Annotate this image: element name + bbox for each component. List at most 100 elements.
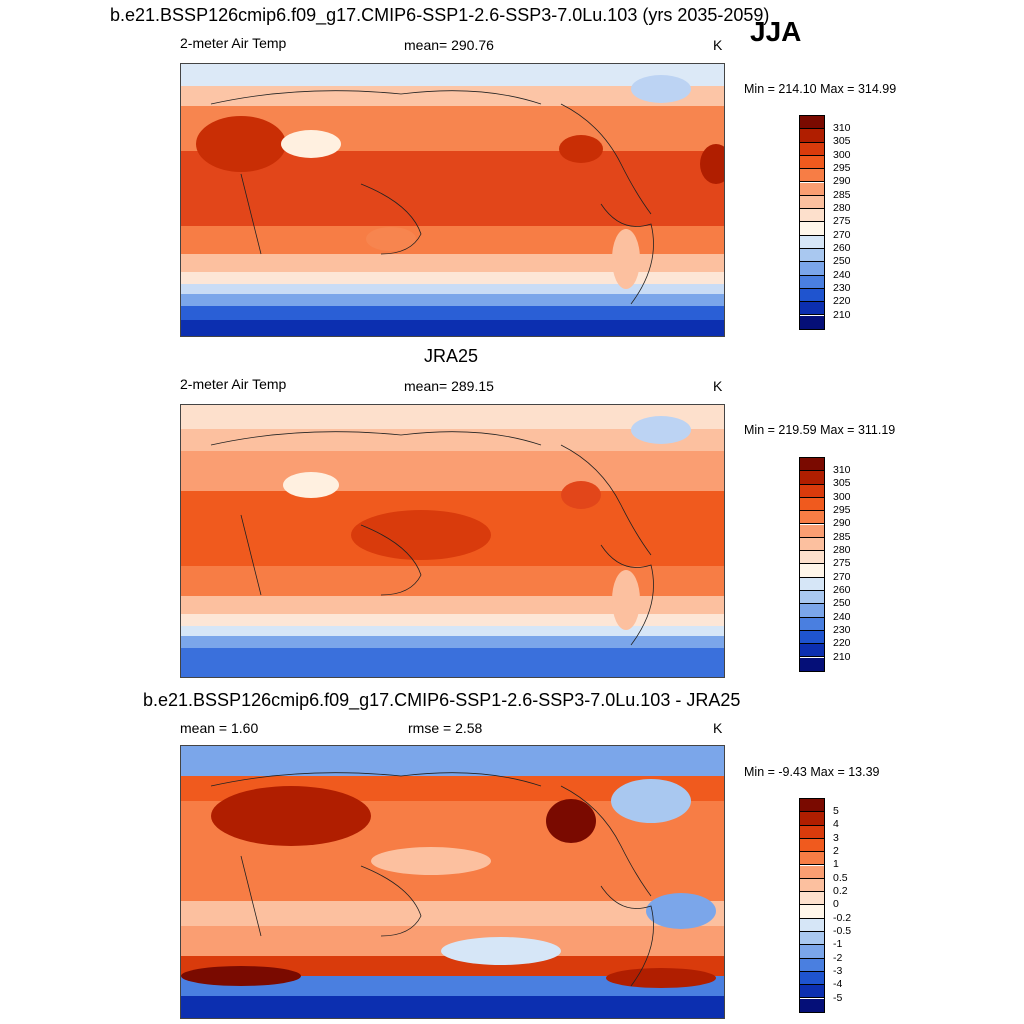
colorbar-tick: 290 xyxy=(833,175,851,187)
colorbar-segment xyxy=(800,182,824,196)
colorbar-segment xyxy=(800,537,824,552)
colorbar-segment xyxy=(800,630,824,645)
colorbar-segment xyxy=(800,852,824,866)
colorbar-tick: 5 xyxy=(833,805,839,817)
colorbar-tick: -0.5 xyxy=(833,925,852,937)
colorbar-segment xyxy=(800,892,824,906)
colorbar-tick: 210 xyxy=(833,309,851,321)
panel-title: JRA25 xyxy=(424,346,479,366)
colorbar-segment xyxy=(800,812,824,826)
colorbar-segment xyxy=(800,209,824,223)
colorbar-tick: 230 xyxy=(833,624,851,636)
colorbar-segment xyxy=(800,275,824,289)
colorbar-tick: -1 xyxy=(833,938,843,950)
colorbar-segment xyxy=(800,302,824,316)
colorbar-segment xyxy=(800,932,824,946)
minmax-label: Min = 219.59 Max = 311.19 xyxy=(744,423,896,437)
colorbar-segment xyxy=(800,878,824,893)
colorbar-segment xyxy=(800,551,824,565)
colorbar-segment xyxy=(800,484,824,498)
colorbar-tick: -2 xyxy=(833,952,843,964)
colorbar-segment xyxy=(800,129,824,143)
colorbar-segment xyxy=(800,249,824,263)
colorbar-segment xyxy=(800,155,824,170)
main-title: b.e21.BSSP126cmip6.f09_g17.CMIP6-SSP1-2.… xyxy=(110,5,770,25)
colorbar-segment xyxy=(800,799,824,813)
colorbar-tick: 305 xyxy=(833,477,851,489)
colorbar-model xyxy=(799,115,825,330)
colorbar-segment xyxy=(800,471,824,485)
colorbar-segment xyxy=(800,838,824,853)
colorbar-segment xyxy=(800,644,824,658)
colorbar-tick: 240 xyxy=(833,611,851,623)
colorbar-segment xyxy=(800,971,824,986)
colorbar-tick: 260 xyxy=(833,242,851,254)
colorbar-segment xyxy=(800,262,824,276)
colorbar-segment xyxy=(800,945,824,959)
colorbar-segment xyxy=(800,235,824,249)
minmax-label: Min = -9.43 Max = 13.39 xyxy=(744,765,880,779)
colorbar-tick: -0.2 xyxy=(833,912,852,924)
colorbar-tick: 270 xyxy=(833,229,851,241)
colorbar-tick: 275 xyxy=(833,215,851,227)
colorbar-tick: 275 xyxy=(833,557,851,569)
colorbar-tick: -3 xyxy=(833,965,843,977)
colorbar-tick: 305 xyxy=(833,135,851,147)
colorbar-segment xyxy=(800,604,824,618)
colorbar-tick: 220 xyxy=(833,637,851,649)
colorbar-tick: 310 xyxy=(833,464,851,476)
colorbar-tick: 280 xyxy=(833,202,851,214)
colorbar-tick: 285 xyxy=(833,189,851,201)
colorbar-tick: 1 xyxy=(833,858,839,870)
colorbar-tick: 230 xyxy=(833,282,851,294)
units-label: K xyxy=(713,37,723,53)
map-model xyxy=(180,63,725,337)
colorbar-obs xyxy=(799,457,825,672)
colorbar-segment xyxy=(800,497,824,512)
colorbar-tick: 260 xyxy=(833,584,851,596)
colorbar-tick: 290 xyxy=(833,517,851,529)
colorbar-tick: 220 xyxy=(833,295,851,307)
colorbar-tick: 0 xyxy=(833,898,839,910)
colorbar-tick: 0.5 xyxy=(833,872,848,884)
colorbar-tick: 295 xyxy=(833,162,851,174)
colorbar-tick: -4 xyxy=(833,978,843,990)
colorbar-segment xyxy=(800,524,824,538)
mean-label: mean= 289.15 xyxy=(404,378,494,394)
rmse-label: rmse = 2.58 xyxy=(408,720,483,736)
colorbar-segment xyxy=(800,865,824,879)
colorbar-tick: 3 xyxy=(833,832,839,844)
colorbar-segment xyxy=(800,169,824,183)
units-label: K xyxy=(713,378,723,394)
colorbar-diff xyxy=(799,798,825,1013)
panel-title: b.e21.BSSP126cmip6.f09_g17.CMIP6-SSP1-2.… xyxy=(143,690,741,710)
colorbar-segment xyxy=(800,564,824,578)
colorbar-segment xyxy=(800,222,824,236)
colorbar-tick: 285 xyxy=(833,531,851,543)
colorbar-segment xyxy=(800,288,824,303)
colorbar-segment xyxy=(800,825,824,839)
map-diff xyxy=(180,745,725,1019)
colorbar-segment xyxy=(800,591,824,605)
colorbar-segment xyxy=(800,315,824,329)
colorbar-segment xyxy=(800,617,824,631)
colorbar-segment xyxy=(800,985,824,999)
colorbar-tick: 295 xyxy=(833,504,851,516)
colorbar-segment xyxy=(800,958,824,972)
colorbar-segment xyxy=(800,657,824,671)
colorbar-tick: 250 xyxy=(833,255,851,267)
colorbar-tick: 0.2 xyxy=(833,885,848,897)
colorbar-tick: 250 xyxy=(833,597,851,609)
colorbar-tick: 4 xyxy=(833,818,839,830)
colorbar-segment xyxy=(800,458,824,472)
mean-label: mean = 1.60 xyxy=(180,720,259,736)
units-label: K xyxy=(713,720,723,736)
colorbar-segment xyxy=(800,116,824,130)
colorbar-tick: 2 xyxy=(833,845,839,857)
colorbar-segment xyxy=(800,511,824,525)
colorbar-tick: 310 xyxy=(833,122,851,134)
colorbar-segment xyxy=(800,195,824,210)
variable-label: 2-meter Air Temp xyxy=(180,376,287,392)
map-obs xyxy=(180,404,725,678)
colorbar-tick: 270 xyxy=(833,571,851,583)
